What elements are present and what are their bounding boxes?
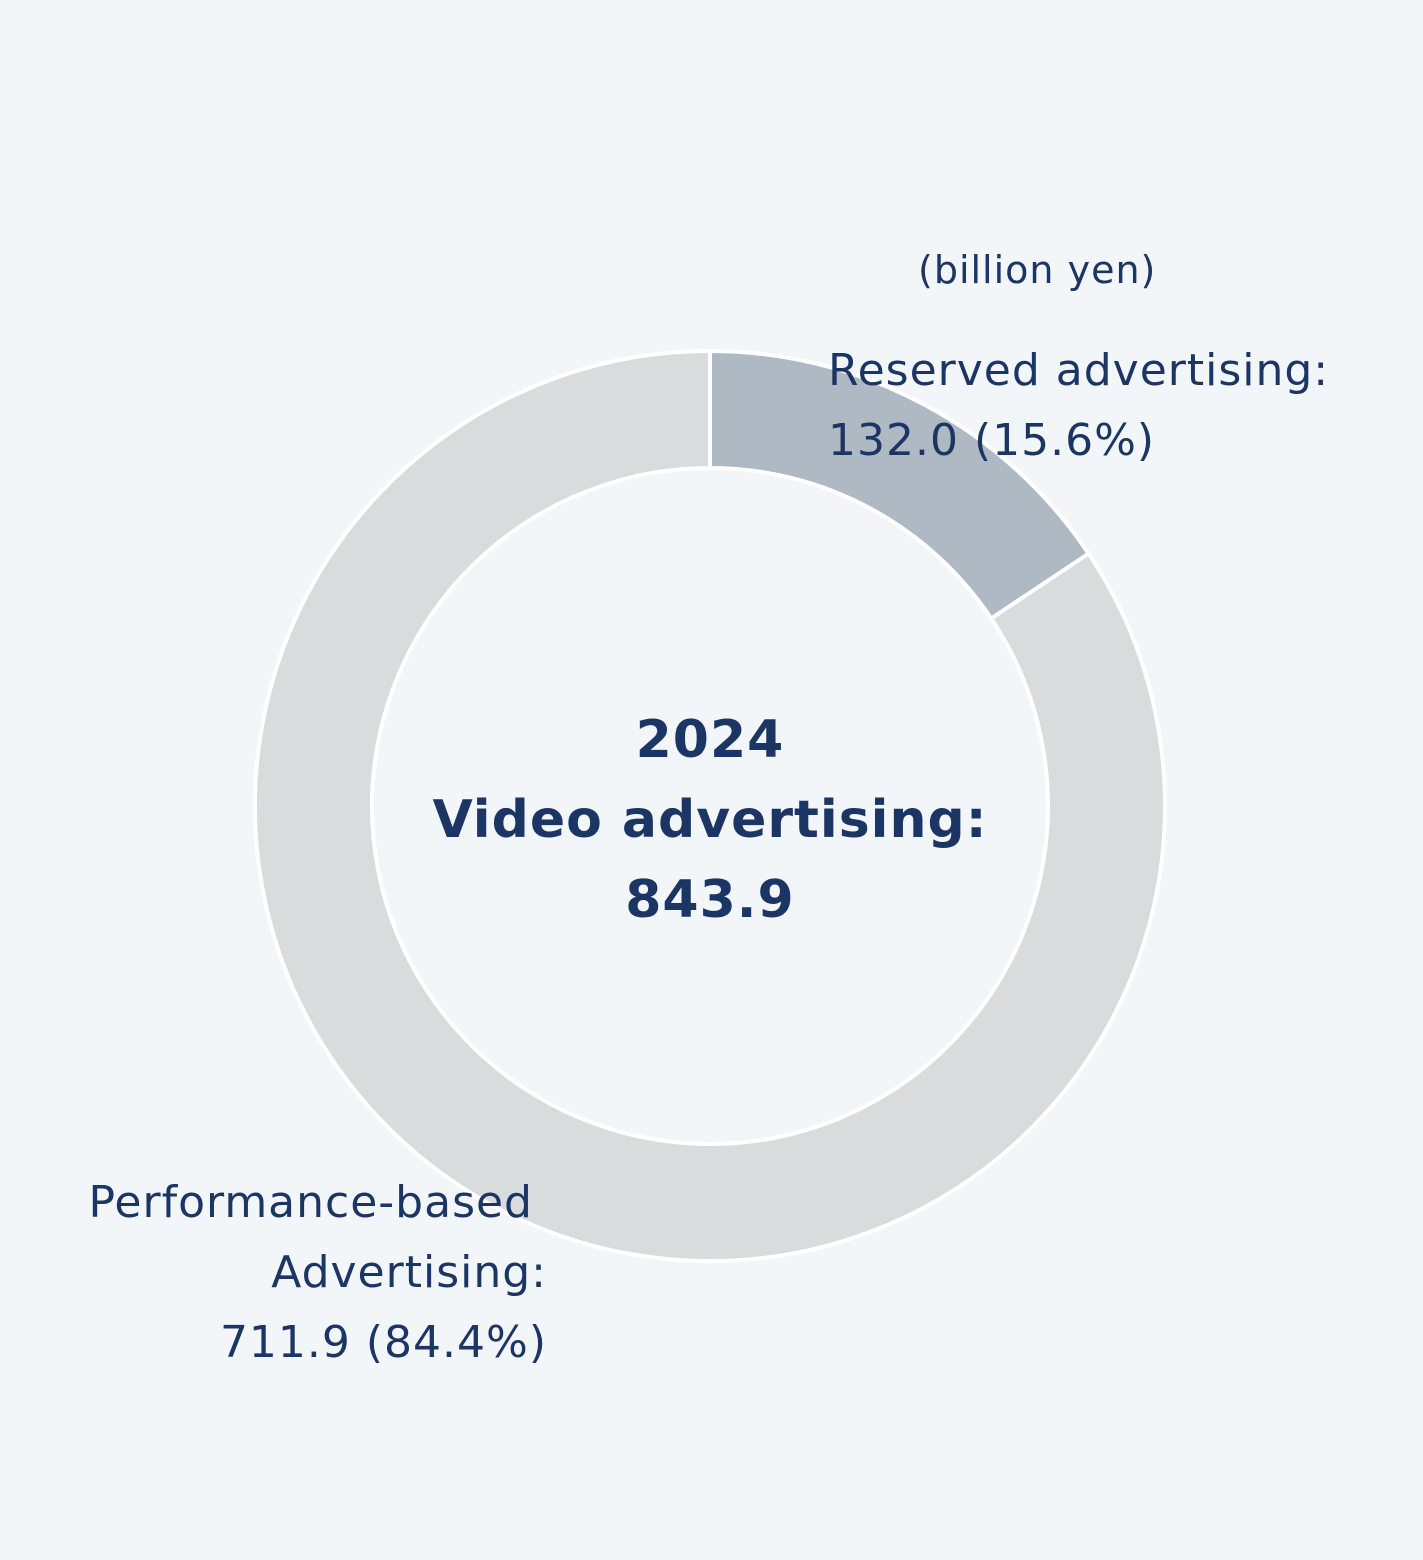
reserved-name: Reserved advertising: <box>828 345 1330 396</box>
center-label: 2024 Video advertising: 843.9 <box>410 700 1010 940</box>
reserved-label: Reserved advertising: 132.0 (15.6%) <box>828 336 1329 476</box>
center-title: Video advertising: <box>432 790 988 850</box>
performance-label: Performance-based Advertising: 711.9 (84… <box>88 1168 547 1378</box>
center-total: 843.9 <box>625 870 795 930</box>
unit-label: (billion yen) <box>918 248 1157 292</box>
reserved-value: 132.0 (15.6%) <box>828 415 1156 466</box>
center-year: 2024 <box>635 710 785 770</box>
performance-value: 711.9 (84.4%) <box>219 1317 547 1368</box>
performance-name-line2: Advertising: <box>271 1247 547 1298</box>
performance-name-line1: Performance-based <box>88 1177 533 1228</box>
slice-performance <box>253 348 1167 1263</box>
